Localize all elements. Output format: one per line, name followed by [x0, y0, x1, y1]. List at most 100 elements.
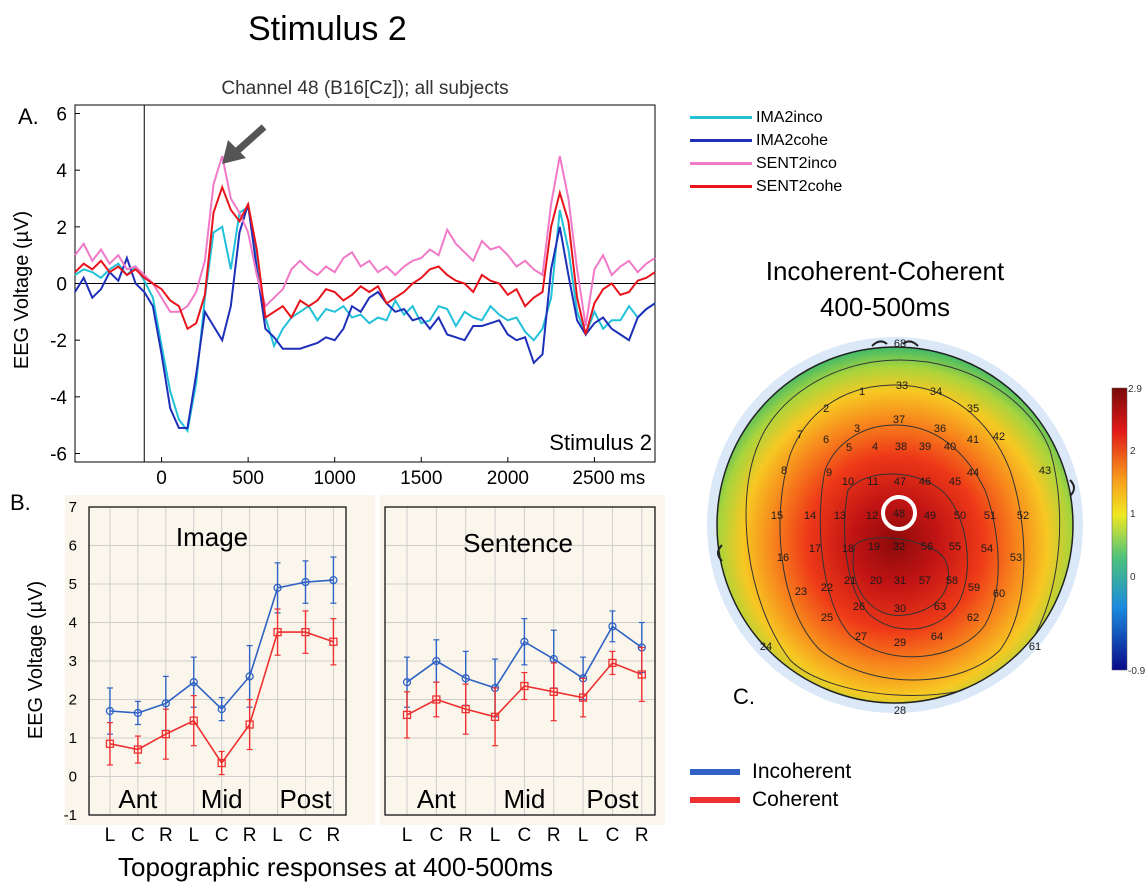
- erp-series-IMA2inco: [74, 205, 656, 434]
- electrode-label: 53: [1010, 552, 1022, 564]
- electrode-label: 14: [804, 510, 816, 522]
- electrode-label: 18: [842, 543, 854, 555]
- data-point: [105, 706, 115, 716]
- condition-legend-label: Coherent: [752, 788, 839, 811]
- erp-title: Channel 48 (B16[Cz]); all subjects: [221, 78, 508, 99]
- panel-b-label: B.: [10, 490, 31, 515]
- electrode-label: 24: [760, 641, 772, 653]
- topomap-title-line2: 400-500ms: [819, 292, 951, 322]
- data-point: [520, 637, 529, 646]
- group-label: Ant: [417, 784, 457, 814]
- data-point: [461, 704, 470, 714]
- electrode-label: 13: [834, 510, 846, 522]
- data-point: [133, 708, 143, 718]
- electrode-label: 52: [1017, 510, 1029, 522]
- electrode-label: 39: [919, 441, 931, 453]
- electrode-label: 38: [895, 441, 907, 453]
- electrode-label: 3: [854, 423, 860, 435]
- colorbar-tick: 1: [1130, 509, 1136, 520]
- erp-series-IMA2cohe: [74, 203, 656, 429]
- ytick-label: 6: [69, 538, 77, 555]
- erp-legend-item: SENT2inco: [690, 152, 890, 175]
- erp-legend-item: IMA2inco: [690, 106, 890, 129]
- ytick-label: -1: [64, 807, 77, 824]
- electrode-label: 55: [949, 541, 961, 553]
- colorbar-gradient: [1111, 387, 1128, 671]
- electrode-label: 61: [1029, 641, 1041, 653]
- erp-xtick-label: 500: [232, 468, 264, 489]
- electrode-label: 34: [930, 386, 942, 398]
- category-label: R: [243, 825, 257, 846]
- data-point: [461, 674, 470, 683]
- head-map: [717, 347, 1073, 703]
- category-label: L: [105, 825, 116, 846]
- electrode-label: 28: [894, 705, 906, 717]
- electrode-label: 7: [797, 429, 803, 441]
- electrode-label: 1: [859, 386, 865, 398]
- electrode-label: 56: [921, 541, 933, 553]
- electrode-label: 23: [795, 586, 807, 598]
- sentence-title: Sentence: [463, 528, 573, 558]
- data-point: [402, 678, 412, 687]
- erp-xtick-label: 0: [156, 468, 167, 489]
- electrode-label: 54: [981, 543, 993, 555]
- electrode-label: 20: [870, 575, 882, 587]
- electrode-label: 45: [949, 476, 961, 488]
- category-label: L: [402, 825, 413, 846]
- data-point: [217, 704, 226, 714]
- arrow-icon: [222, 124, 267, 164]
- group-label: Post: [586, 784, 639, 814]
- condition-legend: Incoherent Coherent: [690, 758, 910, 818]
- data-point: [520, 681, 529, 691]
- data-point: [245, 672, 254, 681]
- electrode-label: 50: [954, 510, 966, 522]
- erp-ytick-label: 6: [56, 105, 67, 126]
- electrode-label: 59: [968, 582, 980, 594]
- electrode-label: 26: [853, 601, 865, 613]
- electrode-label: 8: [781, 465, 787, 477]
- electrode-label: 19: [868, 541, 880, 553]
- erp-ytick-label: 4: [56, 161, 67, 182]
- erp-xtick-label: 1500: [400, 468, 442, 489]
- panel-c-label: C.: [733, 684, 755, 709]
- category-label: C: [299, 825, 313, 846]
- erp-series-SENT2inco: [74, 155, 656, 327]
- electrode-label: 10: [842, 476, 854, 488]
- erp-legend-label: SENT2cohe: [756, 177, 843, 195]
- panel-a-label: A.: [18, 104, 39, 129]
- data-point: [432, 656, 441, 666]
- topomap-title-line1: Incoherent-Coherent: [765, 256, 1005, 286]
- category-label: C: [131, 825, 145, 846]
- erp-legend-item: SENT2cohe: [690, 175, 890, 198]
- colorbar-tick: 0: [1130, 572, 1136, 583]
- erp-ytick-label: -6: [50, 445, 67, 466]
- electrode-label: 51: [984, 510, 996, 522]
- data-point: [578, 693, 588, 702]
- data-point: [217, 758, 226, 768]
- category-label: R: [459, 825, 473, 846]
- erp-annotation: Stimulus 2: [549, 430, 652, 455]
- condition-legend-item: Coherent: [690, 786, 910, 814]
- electrode-label: 21: [844, 575, 856, 587]
- category-label: R: [159, 825, 173, 846]
- electrode-label: 11: [867, 476, 878, 488]
- category-label: L: [578, 825, 589, 846]
- image-title: Image: [176, 522, 248, 552]
- category-label: C: [518, 825, 532, 846]
- electrode-label: 63: [934, 601, 946, 613]
- right-ear-icon: [1069, 479, 1075, 497]
- data-point: [329, 576, 338, 585]
- highlighted-electrode-label: 48: [893, 508, 905, 520]
- data-point: [105, 739, 115, 748]
- legend-swatch: [690, 797, 740, 803]
- legend-swatch: [690, 139, 752, 142]
- data-point: [549, 687, 558, 696]
- electrode-label: 60: [993, 588, 1005, 600]
- erp-series-SENT2cohe: [74, 184, 656, 335]
- ytick-label: 7: [69, 499, 77, 516]
- category-label: R: [547, 825, 561, 846]
- data-point: [133, 745, 143, 754]
- ytick-label: 5: [69, 576, 77, 593]
- erp-xtick-label: 2000: [487, 468, 529, 489]
